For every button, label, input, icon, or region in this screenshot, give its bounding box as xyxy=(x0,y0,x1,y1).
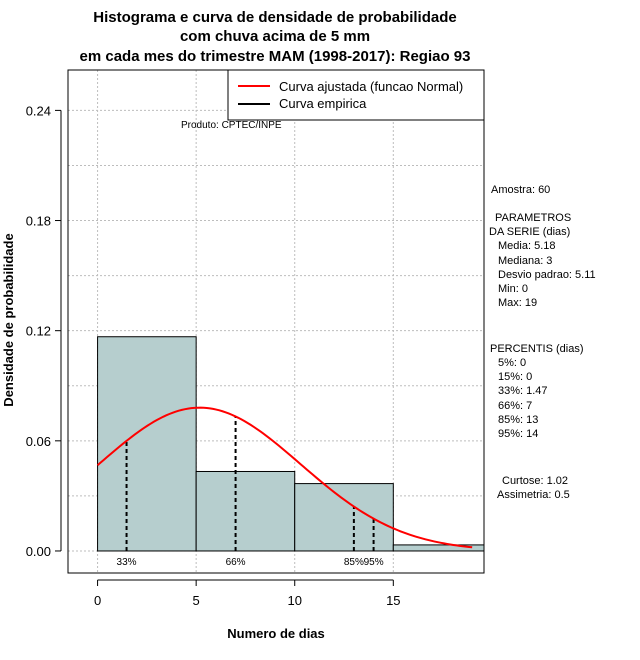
stat-desvio: Desvio padrao: 5.11 xyxy=(498,269,596,281)
stat-param-title-2: DA SERIE (dias) xyxy=(489,226,570,238)
legend: Curva ajustada (funcao Normal) Curva emp… xyxy=(227,69,485,121)
stat-p15: 15%: 0 xyxy=(498,371,532,383)
legend-box xyxy=(227,69,485,121)
percentile-label-85: 85% xyxy=(344,557,364,568)
percentile-label-33: 33% xyxy=(117,557,137,568)
percentile-label-66: 66% xyxy=(226,557,246,568)
y-tick-label-2: 0.12 xyxy=(26,324,51,339)
stat-p33: 33%: 1.47 xyxy=(498,385,548,397)
histogram-bar-1 xyxy=(195,470,296,552)
percentile-label-95: 95% xyxy=(364,557,384,568)
chart-title-line-3: em cada mes do trimestre MAM (1998-2017)… xyxy=(80,48,471,65)
normal-fit-curve xyxy=(96,406,473,549)
stat-amostra: Amostra: 60 xyxy=(491,184,550,196)
stat-assimetria: Assimetria: 0.5 xyxy=(497,489,570,501)
stat-p95: 95%: 14 xyxy=(498,428,538,440)
x-tick-label-15: 15 xyxy=(386,593,400,608)
y-tick-label-0: 0.00 xyxy=(26,544,51,559)
stat-p85: 85%: 13 xyxy=(498,414,538,426)
stat-media: Media: 5.18 xyxy=(498,240,555,252)
histogram-bar-2 xyxy=(294,483,394,552)
y-axis-title: Densidade de probabilidade xyxy=(1,233,16,406)
x-axis: 0 5 10 15 xyxy=(94,579,401,608)
stat-curtose: Curtose: 1.02 xyxy=(502,475,568,487)
legend-label-curva-empirica: Curva empirica xyxy=(279,96,367,111)
percentile-lines: 33% 66% 85% 95% xyxy=(117,416,384,568)
chart-title-line-2: com chuva acima de 5 mm xyxy=(180,28,370,45)
stat-percentis-title: PERCENTIS (dias) xyxy=(490,343,584,355)
histogram-bars xyxy=(97,336,485,552)
stat-param-title-1: PARAMETROS xyxy=(495,212,571,224)
stat-p66: 66%: 7 xyxy=(498,400,532,412)
stat-max: Max: 19 xyxy=(498,297,537,309)
legend-label-curva-ajustada: Curva ajustada (funcao Normal) xyxy=(279,79,463,94)
histogram-bar-0 xyxy=(97,336,197,552)
y-tick-label-3: 0.18 xyxy=(26,214,51,229)
y-tick-label-1: 0.06 xyxy=(26,434,51,449)
stat-p5: 5%: 0 xyxy=(498,357,526,369)
y-tick-label-4: 0.24 xyxy=(26,103,51,118)
stats-panel: Amostra: 60 PARAMETROS DA SERIE (dias) M… xyxy=(489,184,596,501)
chart-title-line-1: Histograma e curva de densidade de proba… xyxy=(93,9,456,26)
x-tick-label-10: 10 xyxy=(287,593,301,608)
product-label: Produto: CPTEC/INPE xyxy=(181,120,282,131)
x-axis-title: Numero de dias xyxy=(227,626,325,641)
stat-min: Min: 0 xyxy=(498,283,528,295)
y-axis: 0.00 0.06 0.12 0.18 0.24 xyxy=(26,103,62,559)
x-tick-label-0: 0 xyxy=(94,593,101,608)
stat-mediana: Mediana: 3 xyxy=(498,255,552,267)
x-tick-label-5: 5 xyxy=(193,593,200,608)
